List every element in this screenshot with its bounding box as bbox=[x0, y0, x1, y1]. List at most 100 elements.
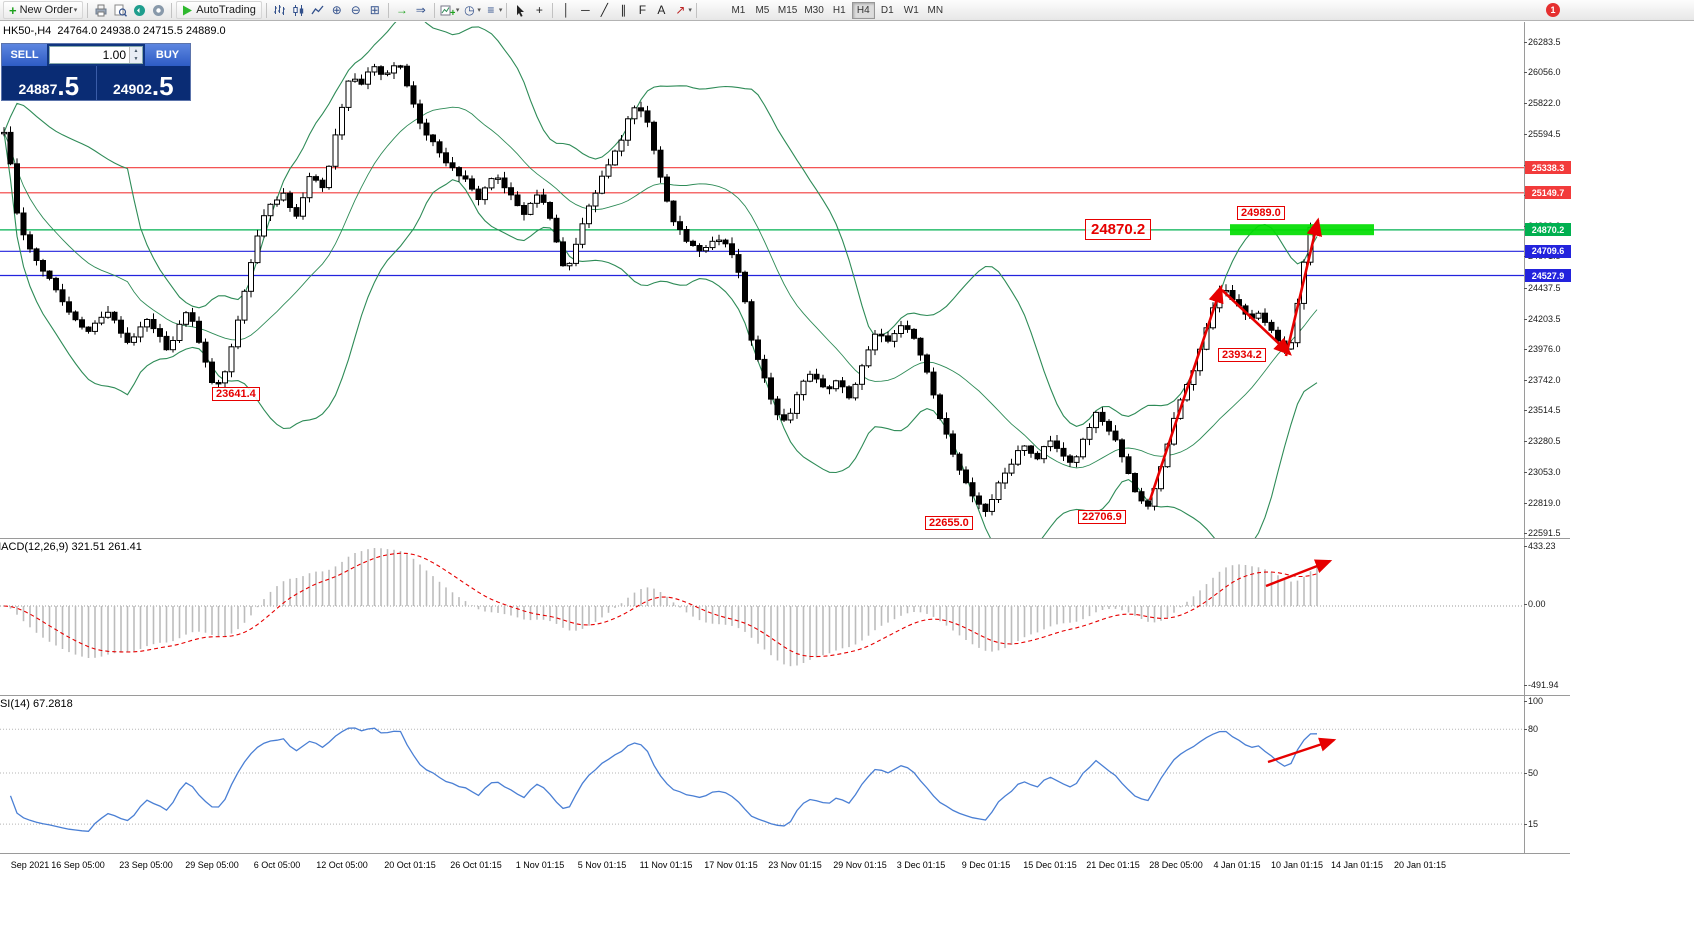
line-chart-icon[interactable] bbox=[309, 2, 327, 19]
sell-price-big: .5 bbox=[57, 71, 80, 101]
price-callout[interactable]: 23641.4 bbox=[212, 387, 260, 401]
chart-shift-icon[interactable]: ⇒ bbox=[415, 3, 426, 17]
timeframe-button-m30[interactable]: M30 bbox=[804, 4, 824, 16]
time-axis-label: 10 Jan 01:15 bbox=[1270, 860, 1324, 870]
volume-input[interactable] bbox=[50, 47, 129, 63]
bar-chart-icon[interactable] bbox=[271, 2, 289, 19]
print-icon[interactable] bbox=[92, 2, 110, 19]
timeframe-button-m5[interactable]: M5 bbox=[755, 4, 770, 16]
line-price-label: 24870.2 bbox=[1525, 223, 1571, 237]
rsi-chart[interactable] bbox=[0, 696, 1524, 853]
panel-divider[interactable] bbox=[0, 695, 1570, 696]
price-axis[interactable]: 26283.526056.025822.025594.525360.525133… bbox=[1524, 22, 1571, 538]
chevron-down-icon[interactable]: ▾ bbox=[455, 7, 460, 14]
price-tick-label: 26056.0 bbox=[1524, 67, 1561, 78]
time-axis-label: 20 Jan 01:15 bbox=[1393, 860, 1447, 870]
indicators-menu-icon[interactable]: ≡ bbox=[487, 3, 495, 17]
macd-axis[interactable]: 433.23 0.00 -491.94 bbox=[1524, 539, 1570, 695]
price-tick-label: 23280.5 bbox=[1524, 436, 1561, 447]
zoom-out-icon[interactable]: ⊖ bbox=[350, 3, 361, 17]
notification-badge[interactable]: 1 bbox=[1546, 3, 1560, 17]
zoom-in-icon[interactable]: ⊕ bbox=[331, 3, 342, 17]
autotrading-label: AutoTrading bbox=[196, 4, 256, 16]
panel-divider[interactable] bbox=[0, 853, 1570, 854]
chart-type-group bbox=[271, 2, 327, 19]
price-callout[interactable]: 24870.2 bbox=[1085, 219, 1152, 240]
chevron-down-icon: ▾ bbox=[73, 7, 78, 14]
symbol-ohlc-line: HK50-,H4 24764.0 24938.0 24715.5 24889.0 bbox=[3, 25, 226, 37]
toolbar: + New Order ▾ AutoTrading ⊕ ⊖ ⊞ → ⇒ + ▾ ◷ ▾ ≡ ▾… bbox=[0, 0, 1694, 21]
print-preview-icon[interactable] bbox=[111, 2, 129, 19]
price-tick-label: 23976.0 bbox=[1524, 343, 1561, 354]
chevron-down-icon[interactable]: ▾ bbox=[498, 7, 503, 14]
time-axis-label: 15 Dec 01:15 bbox=[1023, 860, 1077, 870]
time-axis-label: 20 Oct 01:15 bbox=[384, 860, 436, 870]
cursor-icon[interactable] bbox=[511, 2, 529, 19]
rsi-axis[interactable]: 100 80 50 15 bbox=[1523, 696, 1570, 853]
text-tool-icon[interactable]: A bbox=[657, 3, 666, 17]
price-callout[interactable]: 22706.9 bbox=[1078, 510, 1126, 524]
buy-button[interactable]: BUY bbox=[145, 44, 190, 66]
candlestick-chart[interactable] bbox=[0, 22, 1524, 538]
toolbar-separator bbox=[171, 2, 173, 18]
autotrading-button[interactable]: AutoTrading bbox=[176, 1, 262, 19]
volume-up-button[interactable]: ▲ bbox=[130, 47, 142, 55]
arrows-tool-icon[interactable]: ↗ bbox=[675, 3, 686, 17]
timeframe-button-mn[interactable]: MN bbox=[927, 4, 944, 16]
timeframe-button-m15[interactable]: M15 bbox=[777, 4, 798, 16]
dropdowns-group: + ▾ ◷ ▾ ≡ ▾ bbox=[439, 2, 503, 19]
time-axis-label: 14 Jan 01:15 bbox=[1330, 860, 1384, 870]
timeframe-button-h1[interactable]: H1 bbox=[832, 4, 846, 16]
rsi-panel[interactable]: RSI(14) 67.2818 bbox=[0, 696, 1524, 853]
price-tick-label: 25822.0 bbox=[1524, 98, 1561, 109]
timeframe-button-m1[interactable]: M1 bbox=[731, 4, 746, 16]
crosshair-icon[interactable]: + bbox=[535, 3, 543, 17]
price-chart-panel[interactable]: HK50-,H4 24764.0 24938.0 24715.5 24889.0… bbox=[0, 22, 1524, 538]
auto-scroll-icon[interactable]: → bbox=[395, 3, 408, 17]
timeframe-button-d1[interactable]: D1 bbox=[880, 4, 894, 16]
panel-divider[interactable] bbox=[0, 538, 1570, 539]
price-callout[interactable]: 23934.2 bbox=[1218, 348, 1266, 362]
trendline-icon[interactable]: ╱ bbox=[600, 3, 608, 17]
price-tick-label: 22819.0 bbox=[1524, 497, 1561, 508]
volume-down-button[interactable]: ▼ bbox=[130, 55, 142, 63]
line-price-label: 25338.3 bbox=[1525, 161, 1571, 175]
sell-price[interactable]: 24887 .5 bbox=[2, 66, 96, 100]
time-axis-label: 29 Nov 01:15 bbox=[833, 860, 887, 870]
sell-price-main: 24887 bbox=[18, 81, 58, 97]
time-axis-label: 4 Jan 01:15 bbox=[1213, 860, 1261, 870]
sell-button[interactable]: SELL bbox=[2, 44, 47, 66]
time-axis-label: Sep 2021 bbox=[10, 860, 50, 870]
time-axis-label: 9 Dec 01:15 bbox=[961, 860, 1011, 870]
candlestick-chart-icon[interactable] bbox=[290, 2, 308, 19]
time-axis[interactable]: Sep 2021 16 Sep 05:00 23 Sep 05:00 29 Sep 0… bbox=[0, 854, 1570, 878]
price-tick-label: 22591.5 bbox=[1524, 528, 1561, 538]
line-price-label: 24709.6 bbox=[1525, 244, 1571, 258]
timeframe-button-w1[interactable]: W1 bbox=[903, 4, 919, 16]
news-icon[interactable] bbox=[130, 2, 148, 19]
macd-axis-label: 0.00 bbox=[1524, 599, 1546, 609]
channel-icon[interactable]: ∥ bbox=[620, 3, 627, 17]
fibonacci-icon[interactable]: F bbox=[638, 3, 647, 17]
price-callout[interactable]: 22655.0 bbox=[925, 516, 973, 530]
vertical-line-icon[interactable]: │ bbox=[562, 3, 571, 17]
chevron-down-icon[interactable]: ▾ bbox=[477, 7, 481, 14]
new-order-button[interactable]: + New Order ▾ bbox=[3, 1, 84, 19]
profiles-icon[interactable]: ◷ bbox=[464, 3, 475, 17]
macd-chart[interactable] bbox=[0, 539, 1524, 695]
new-chart-icon[interactable]: + bbox=[439, 2, 457, 19]
horizontal-line-icon[interactable]: ─ bbox=[581, 3, 590, 17]
volume-box: ▲ ▼ bbox=[49, 46, 143, 64]
time-axis-label: 5 Nov 01:15 bbox=[577, 860, 627, 870]
rsi-axis-label: 50 bbox=[1523, 768, 1539, 778]
toolbar-separator bbox=[552, 2, 554, 18]
price-callout[interactable]: 24989.0 bbox=[1237, 206, 1285, 220]
tile-windows-icon[interactable]: ⊞ bbox=[369, 3, 380, 17]
time-axis-label: 21 Dec 01:15 bbox=[1086, 860, 1140, 870]
community-icon[interactable] bbox=[149, 2, 167, 19]
time-axis-label: 1 Nov 01:15 bbox=[515, 860, 565, 870]
buy-price[interactable]: 24902 .5 bbox=[97, 66, 191, 100]
macd-panel[interactable]: MACD(12,26,9) 321.51 261.41 bbox=[0, 539, 1524, 695]
chevron-down-icon[interactable]: ▾ bbox=[688, 7, 692, 14]
timeframe-button-h4[interactable]: H4 bbox=[851, 1, 875, 19]
